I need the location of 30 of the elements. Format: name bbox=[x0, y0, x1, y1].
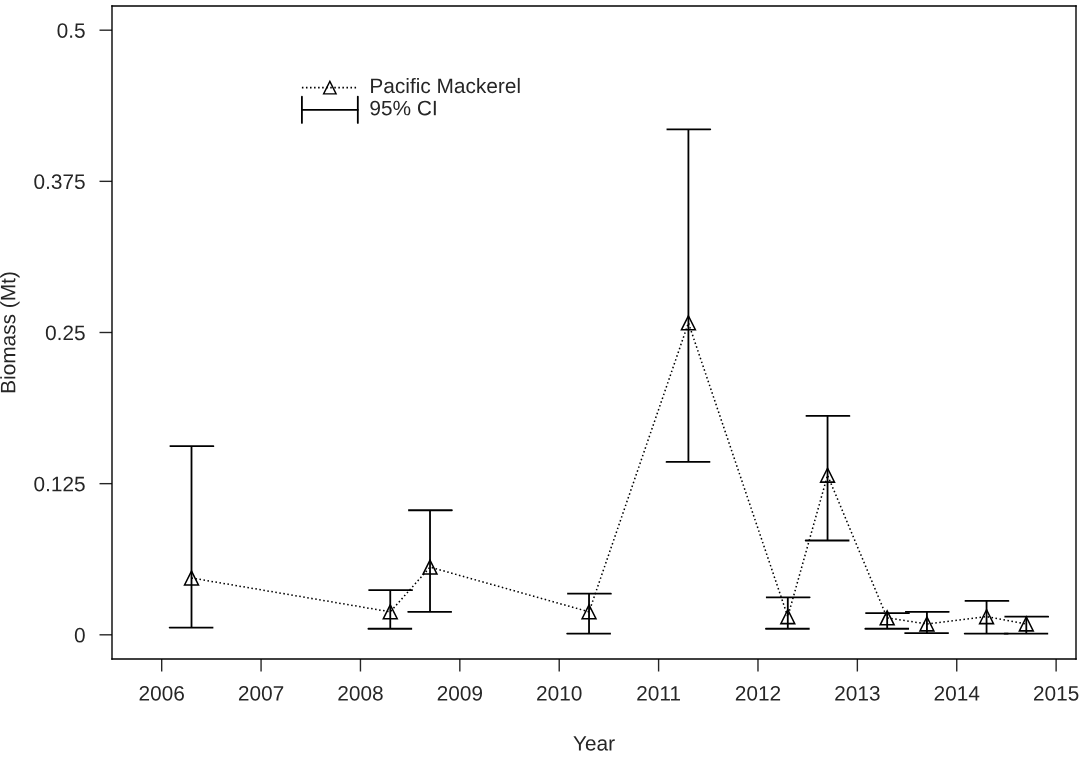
point bbox=[879, 610, 895, 626]
y-tick-label: 0.375 bbox=[34, 174, 85, 190]
point bbox=[680, 315, 697, 331]
point bbox=[382, 604, 398, 620]
y-axis-title: Biomass (Mt) bbox=[0, 272, 20, 393]
x-tick-label: 2007 bbox=[238, 685, 284, 701]
point bbox=[183, 570, 200, 586]
point bbox=[1018, 616, 1035, 632]
annotation: 95% CI bbox=[370, 100, 436, 116]
x-tick-label: 2012 bbox=[735, 685, 781, 701]
legend-label: Pacific Mackerel bbox=[371, 77, 520, 94]
x-tick-label: 2013 bbox=[835, 685, 880, 701]
x-tick-label: 2014 bbox=[934, 685, 980, 701]
point bbox=[422, 559, 438, 575]
point bbox=[780, 608, 796, 625]
y-tick-label: 0.25 bbox=[45, 325, 85, 341]
point bbox=[581, 604, 597, 620]
x-tick-label: 2006 bbox=[139, 685, 184, 701]
y-tick-label: 0.5 bbox=[57, 23, 85, 38]
x-tick-label: 2010 bbox=[537, 685, 582, 701]
y-tick-label: 0 bbox=[74, 627, 85, 643]
x-tick-label: 2008 bbox=[338, 685, 383, 701]
x-tick-label: 2009 bbox=[437, 685, 483, 701]
point bbox=[919, 616, 935, 632]
x-tick-label: 2015 bbox=[1034, 685, 1079, 701]
point bbox=[978, 608, 995, 625]
y-tick-label: 0.125 bbox=[34, 476, 85, 492]
point bbox=[819, 467, 836, 483]
x-axis-title: Year bbox=[573, 736, 615, 751]
x-tick-label: 2011 bbox=[637, 685, 680, 701]
